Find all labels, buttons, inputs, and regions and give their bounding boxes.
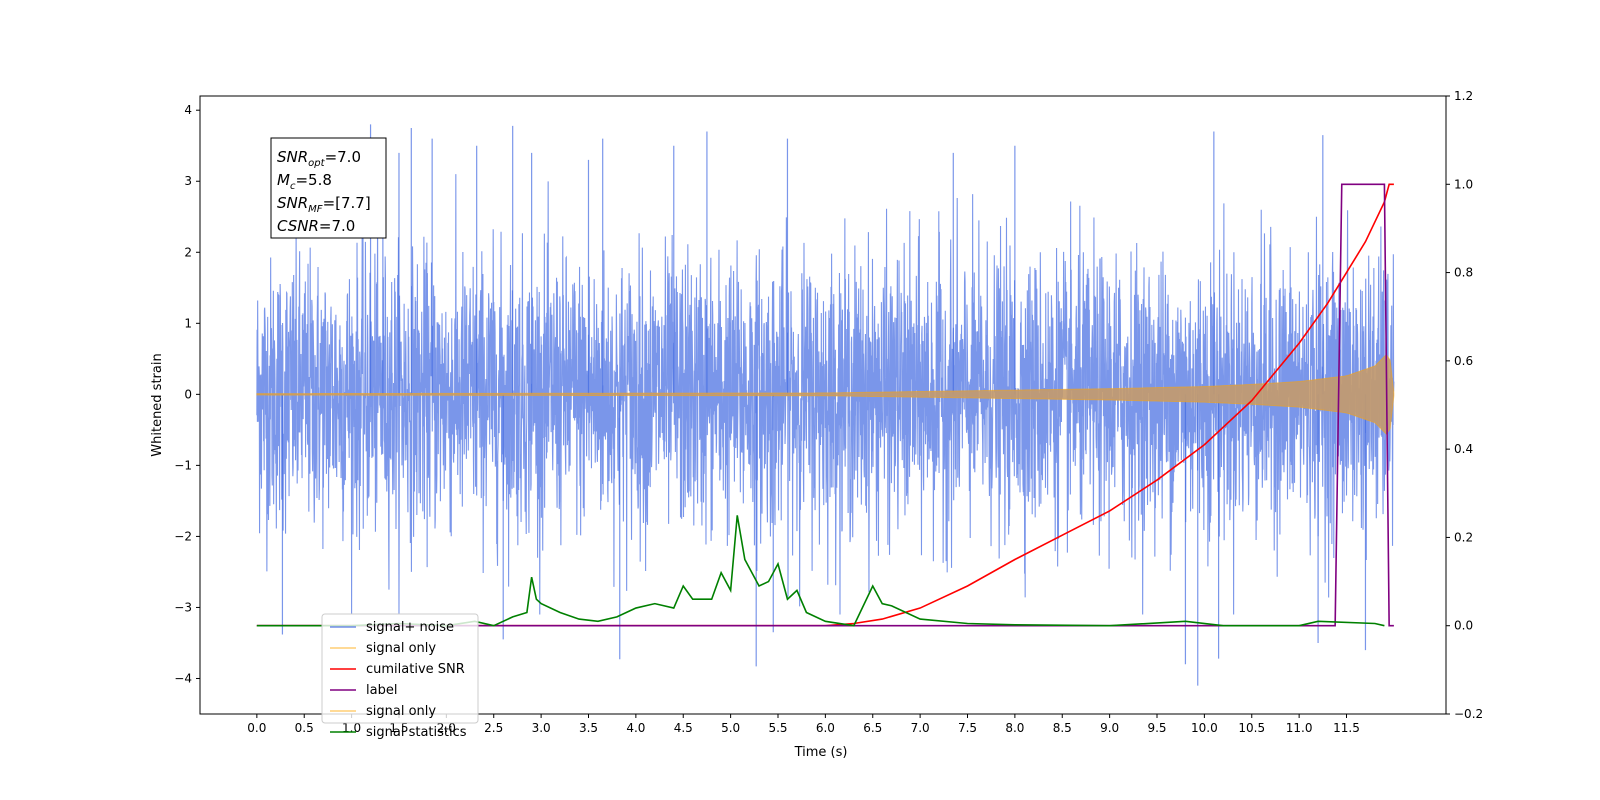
legend-label: signal only: [366, 641, 436, 656]
x-axis-label: Time (s): [794, 745, 848, 760]
y-right-tick-label: 0.2: [1454, 530, 1473, 544]
annotation-line: CSNR=7.0: [277, 217, 355, 235]
annotation-value: =[7.7]: [323, 194, 371, 212]
legend-label: label: [366, 683, 397, 698]
y-right-tick-label: 0.8: [1454, 266, 1473, 280]
x-axis: 0.0 0.5 1.0 1.5 2.0 2.5 3.0 3.5 4.0 4.5 5.0 5.5 6.0 6…: [247, 714, 1360, 735]
y-left-axis-label: Whitened strain: [150, 353, 165, 456]
x-tick-label: 0.5: [295, 721, 314, 735]
y-right-tick-label: 0.0: [1454, 619, 1473, 633]
x-tick-label: 7.5: [958, 721, 977, 735]
series-cumilative-snr: [256, 183, 1394, 627]
y-right-axis: 1.2 1.0 0.8 0.6 0.4 0.2 0.0 −0.2: [1446, 89, 1483, 721]
y-right-tick-label: 1.2: [1454, 89, 1473, 103]
x-tick-label: 10.5: [1238, 721, 1265, 735]
x-tick-label: 2.5: [484, 721, 503, 735]
annotation-subscript: c: [290, 181, 296, 192]
x-tick-label: 10.0: [1191, 721, 1218, 735]
x-tick-label: 5.5: [768, 721, 787, 735]
x-tick-label: 3.0: [532, 721, 551, 735]
series-signal-noise-spikes: [281, 124, 1367, 686]
y-left-tick-label: 1: [184, 316, 192, 330]
x-tick-label: 5.0: [721, 721, 740, 735]
y-left-tick-label: 3: [184, 174, 192, 188]
x-tick-label: 3.5: [579, 721, 598, 735]
y-left-tick-label: −2: [174, 529, 192, 543]
x-tick-label: 4.5: [674, 721, 693, 735]
x-tick-label: 6.5: [863, 721, 882, 735]
annotation-line: SNRMF=[7.7]: [277, 194, 371, 215]
y-left-tick-label: −3: [174, 600, 192, 614]
legend: signal+ noise signal only cumilative SNR la…: [321, 613, 479, 740]
y-left-tick-label: −1: [174, 458, 192, 472]
annotation-subscript: MF: [308, 204, 323, 215]
y-left-tick-label: 4: [184, 103, 192, 117]
series-label: [256, 183, 1394, 627]
x-tick-label: 11.5: [1333, 721, 1360, 735]
series-signal-only: [256, 353, 1395, 435]
y-right-tick-label: 0.4: [1454, 442, 1473, 456]
x-tick-label: 8.5: [1053, 721, 1072, 735]
x-tick-label: 1.5: [389, 721, 408, 735]
annotation-value: =7.0: [325, 148, 361, 166]
legend-label: signal+ noise: [366, 620, 454, 635]
y-left-tick-label: −4: [174, 671, 192, 685]
y-right-tick-label: −0.2: [1454, 707, 1483, 721]
annotation-symbol: SNR: [277, 148, 308, 166]
annotation-symbol: CSNR: [277, 217, 319, 235]
annotation-value: =5.8: [295, 171, 331, 189]
legend-label: signal statistics: [366, 725, 467, 740]
series-signal-statistics: [256, 515, 1385, 627]
x-tick-label: 11.0: [1286, 721, 1313, 735]
y-right-tick-label: 0.6: [1454, 354, 1473, 368]
x-tick-label: 4.0: [626, 721, 645, 735]
annotation-symbol: SNR: [277, 194, 308, 212]
x-tick-label: 2.0: [437, 721, 456, 735]
y-right-tick-label: 1.0: [1454, 177, 1473, 191]
plot-frame: [199, 95, 1447, 715]
x-tick-label: 6.0: [816, 721, 835, 735]
x-tick-label: 7.0: [911, 721, 930, 735]
legend-frame: [321, 613, 479, 724]
legend-label: signal only: [366, 704, 436, 719]
series-layer: [256, 124, 1395, 686]
y-left-tick-label: 0: [184, 387, 192, 401]
y-left-axis: 4 3 2 1 0 −1 −2 −3 −4: [174, 103, 200, 685]
x-tick-label: 0.0: [247, 721, 266, 735]
annotation-box-frame: [270, 137, 387, 239]
x-tick-label: 9.5: [1147, 721, 1166, 735]
annotation-line: Mc=5.8: [277, 171, 332, 192]
annotation-subscript: opt: [308, 158, 325, 169]
x-tick-label: 9.0: [1100, 721, 1119, 735]
annotation-line: SNRopt=7.0: [277, 148, 361, 169]
annotation-value: =7.0: [319, 217, 355, 235]
legend-label: cumilative SNR: [366, 662, 465, 677]
y-left-tick-label: 2: [184, 245, 192, 259]
annotation-symbol: M: [277, 171, 290, 189]
x-tick-label: 8.0: [1005, 721, 1024, 735]
